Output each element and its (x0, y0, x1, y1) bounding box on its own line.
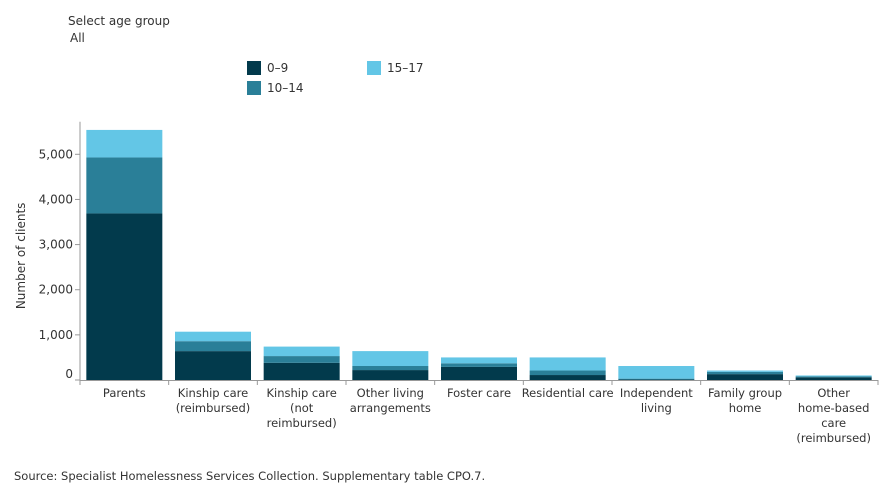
bar-residential-care-15-17 (529, 357, 606, 371)
bar-other-home-based-care-reimbursed-15-17 (795, 375, 872, 377)
y-tick-label: 0 (65, 367, 73, 381)
x-tick-label-other-home-based-care-reimbursed: Other home-based care (reimbursed) (796, 386, 871, 445)
y-tick-label: 5,000 (39, 147, 73, 161)
bar-parents-15-17 (86, 129, 163, 158)
bar-family-group-home-15-17 (707, 370, 783, 372)
x-tick-label-residential-care: Residential care (522, 386, 614, 400)
legend-swatch-15-17 (367, 61, 381, 75)
y-tick-label: 4,000 (39, 192, 73, 206)
bar-foster-care-15-17 (441, 357, 517, 364)
bar-other-living-arrangements-15-17 (352, 351, 429, 367)
y-tick-label: 2,000 (39, 283, 73, 297)
x-tick-label-kinship-care-reimbursed: Kinship care (reimbursed) (176, 386, 251, 415)
age-group-filter-select[interactable]: All (70, 31, 85, 45)
bar-other-living-arrangements-0-9 (352, 370, 429, 380)
bar-residential-care-10-14 (529, 370, 606, 376)
bar-family-group-home-0-9 (707, 374, 783, 380)
bar-kinship-care-not-reimbursed-15-17 (263, 346, 340, 357)
legend-item-10-14[interactable]: 10–14 (247, 81, 304, 95)
bar-other-home-based-care-reimbursed-0-9 (795, 377, 872, 380)
source-note: Source: Specialist Homelessness Services… (14, 469, 486, 483)
legend-swatch-10-14 (247, 81, 261, 95)
bar-kinship-care-reimbursed-10-14 (175, 341, 251, 352)
legend-label-10-14: 10–14 (267, 81, 304, 95)
legend-label-15-17: 15–17 (387, 61, 424, 75)
x-tick-label-other-living-arrangements: Other living arrangements (350, 386, 431, 415)
x-tick-label-foster-care: Foster care (447, 386, 511, 400)
y-tick-label: 1,000 (39, 328, 73, 342)
x-tick-label-family-group-home: Family group home (708, 386, 782, 415)
x-tick-label-parents: Parents (103, 386, 146, 400)
x-tick-label-independent-living: Independent living (620, 386, 693, 415)
age-group-filter-label: Select age group (68, 14, 170, 28)
bar-kinship-care-not-reimbursed-0-9 (263, 362, 340, 380)
legend-swatch-0-9 (247, 61, 261, 75)
bar-foster-care-10-14 (441, 363, 517, 367)
bar-family-group-home-10-14 (707, 371, 783, 375)
bar-kinship-care-not-reimbursed-10-14 (263, 356, 340, 363)
y-axis-title: Number of clients (14, 203, 28, 310)
bar-kinship-care-reimbursed-0-9 (175, 351, 251, 380)
y-tick-label: 3,000 (39, 238, 73, 252)
x-tick-label-kinship-care-not-reimbursed: Kinship care (not reimbursed) (266, 386, 336, 430)
legend-item-0-9[interactable]: 0–9 (247, 61, 288, 75)
bar-residential-care-0-9 (529, 375, 606, 380)
bar-parents-0-9 (86, 213, 163, 380)
chart-legend: 0–9 10–14 15–17 (0, 0, 890, 110)
bar-kinship-care-reimbursed-15-17 (175, 331, 251, 342)
stacked-bar-chart: 0 1,000 2,000 3,000 4,000 5,000 Number of clie… (14, 121, 879, 445)
bar-parents-10-14 (86, 157, 163, 214)
bar-other-home-based-care-reimbursed-10-14 (795, 376, 872, 378)
legend-item-15-17[interactable]: 15–17 (367, 61, 424, 75)
bar-foster-care-0-9 (441, 366, 517, 380)
bar-independent-living-10-14 (618, 378, 695, 380)
bar-other-living-arrangements-10-14 (352, 366, 429, 371)
bar-independent-living-15-17 (618, 366, 695, 379)
legend-label-0-9: 0–9 (267, 61, 289, 75)
